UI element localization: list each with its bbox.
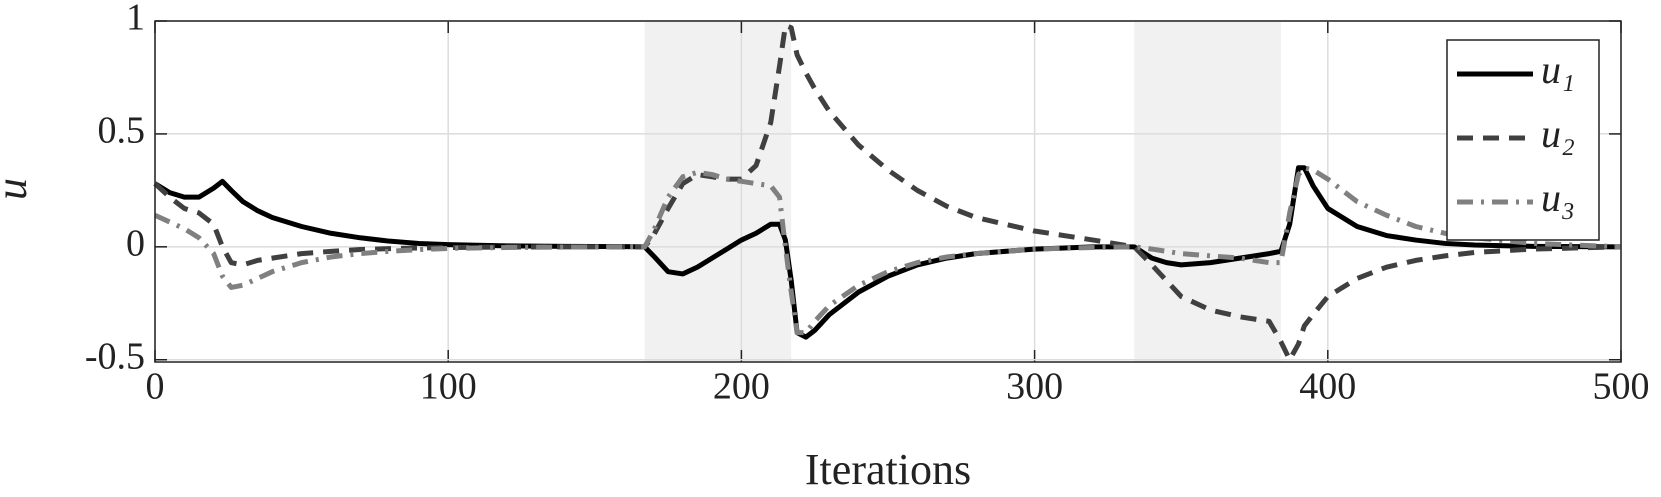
y-axis-label: u [0, 178, 36, 200]
y-tick-label: 0 [126, 223, 145, 265]
y-tick-label: -0.5 [85, 335, 145, 377]
x-tick-label: 400 [1299, 366, 1356, 408]
x-tick-label: 500 [1593, 366, 1650, 408]
legend-label: u₃ [1541, 175, 1575, 220]
x-tick-label: 200 [713, 366, 770, 408]
series-line [153, 23, 1622, 363]
legend-label: u₂ [1541, 111, 1575, 156]
legend-label: u₁ [1541, 47, 1575, 92]
x-axis-label: Iterations [805, 445, 971, 494]
shaded-region [644, 21, 792, 362]
y-tick-label: 1 [126, 0, 145, 39]
shaded-region [1134, 21, 1281, 362]
x-tick-label: 300 [1006, 366, 1063, 408]
plot-frame [154, 20, 1622, 363]
legend: u₁ u₂ u₃ [1446, 39, 1600, 241]
x-tick-label: 0 [146, 366, 165, 408]
x-tick-label: 100 [420, 366, 477, 408]
series-line [153, 165, 1622, 336]
y-tick-label: 0.5 [98, 110, 146, 152]
